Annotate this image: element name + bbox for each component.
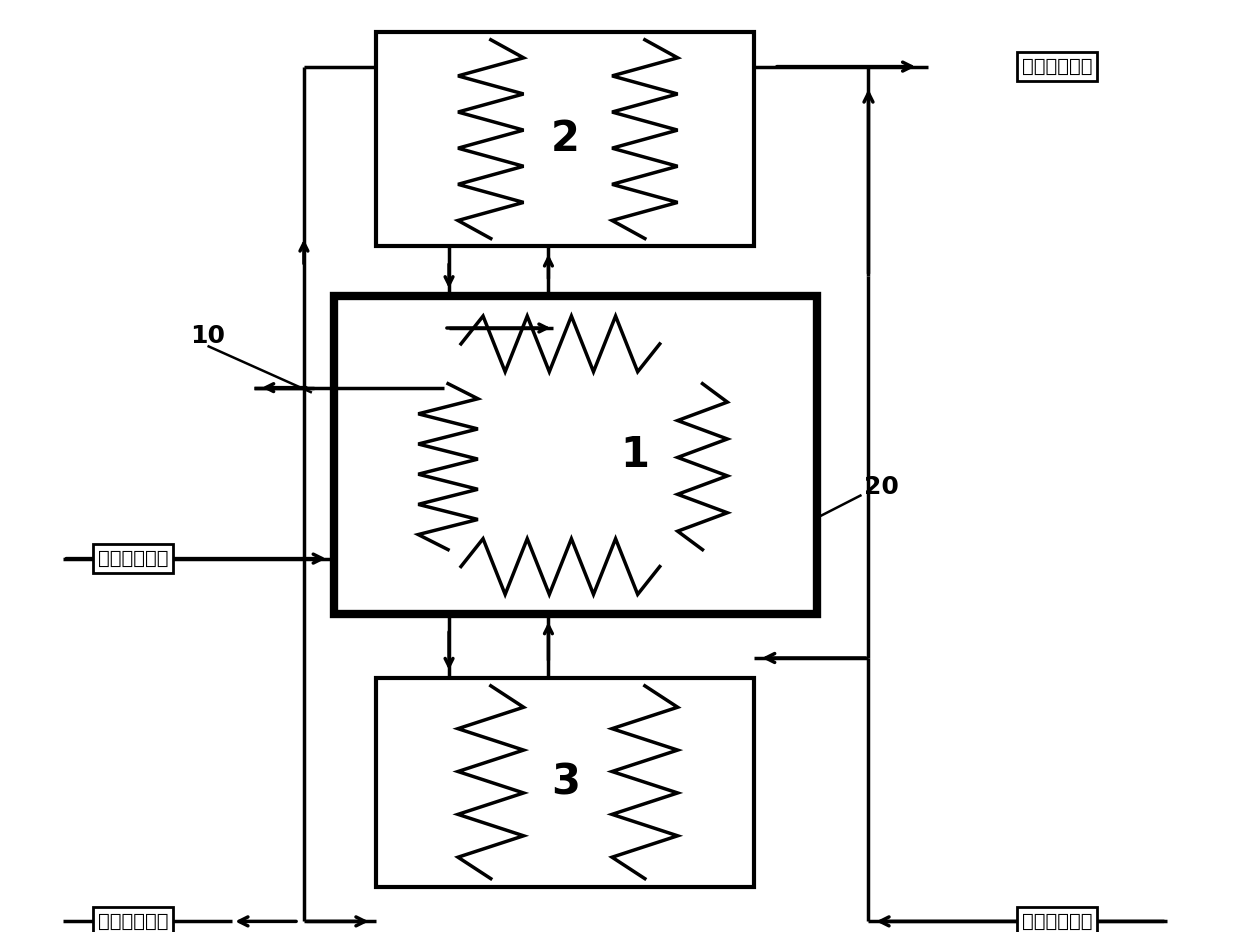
Text: 二次网热水回: 二次网热水回 bbox=[1022, 57, 1092, 76]
Bar bbox=[334, 296, 817, 614]
Text: 二次网热水进: 二次网热水进 bbox=[1022, 911, 1092, 931]
Text: 3: 3 bbox=[551, 761, 580, 803]
Text: 10: 10 bbox=[191, 324, 226, 348]
Bar bbox=[377, 32, 754, 246]
Text: 一次网热水回: 一次网热水回 bbox=[98, 911, 169, 931]
Text: 2: 2 bbox=[551, 118, 580, 160]
Text: 一次网热水进: 一次网热水进 bbox=[98, 549, 169, 569]
Text: 1: 1 bbox=[620, 434, 650, 476]
Text: 20: 20 bbox=[863, 475, 899, 499]
Bar bbox=[377, 678, 754, 886]
